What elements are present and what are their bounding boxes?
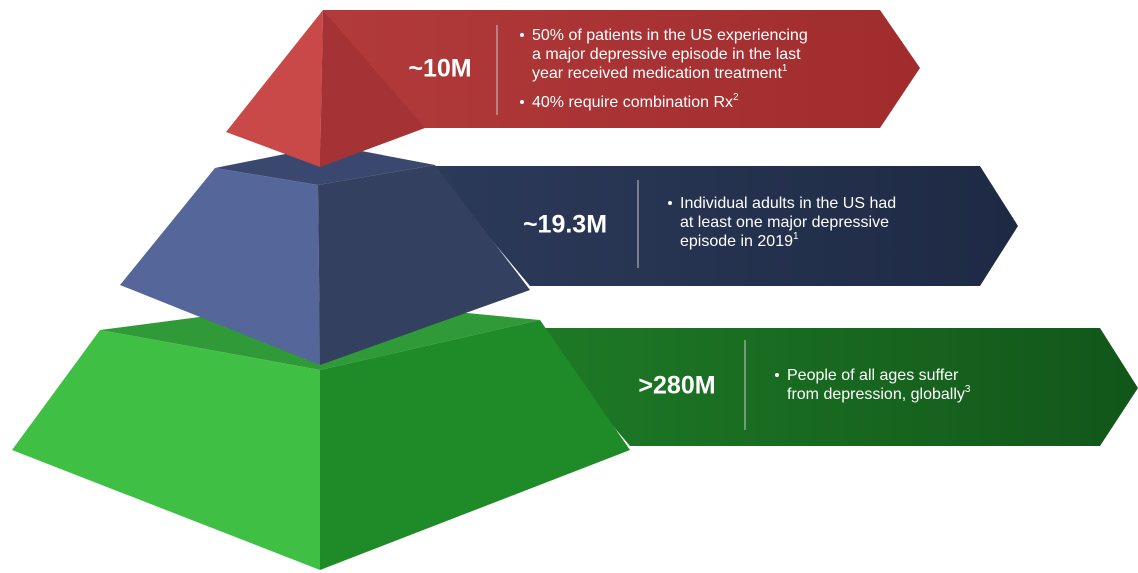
- tier-value: ~10M: [408, 55, 471, 83]
- bullet-dot: [520, 33, 524, 37]
- bullet-text: from depression, globally3: [787, 384, 971, 404]
- bullet-dot: [520, 100, 524, 104]
- bullet-line: from depression, globally: [787, 386, 965, 403]
- bullet-line: 50% of patients in the US experiencing: [532, 27, 808, 44]
- red-left: [226, 10, 323, 167]
- bullet-text: People of all ages suffer: [787, 367, 959, 384]
- bullet-text: 40% require combination Rx2: [532, 92, 739, 112]
- bullet-text: year received medication treatment1: [532, 63, 788, 83]
- bullet-text: episode in 20191: [680, 231, 799, 251]
- pyramid-infographic: ~10M 50% of patients in the US experienci…: [0, 0, 1138, 573]
- tier-value: >280M: [638, 372, 715, 400]
- bullet-line: episode in 2019: [680, 233, 793, 250]
- superscript: 3: [965, 384, 971, 395]
- bullet-text: a major depressive episode in the last: [532, 46, 801, 63]
- bullet-line: year received medication treatment: [532, 65, 782, 82]
- bullet-text: Individual adults in the US had: [680, 195, 896, 212]
- bullet-dot: [668, 201, 672, 205]
- superscript: 1: [793, 231, 799, 242]
- superscript: 1: [782, 63, 788, 74]
- bullet-line: at least one major depressive: [680, 214, 889, 231]
- bullet-text: 50% of patients in the US experiencing: [532, 27, 808, 44]
- green-left: [12, 330, 320, 570]
- tier-value: ~19.3M: [523, 211, 607, 239]
- bullet-text: at least one major depressive: [680, 214, 889, 231]
- bullet-line: Individual adults in the US had: [680, 195, 896, 212]
- bullet-line: a major depressive episode in the last: [532, 46, 801, 63]
- bullet-line: 40% require combination Rx: [532, 94, 733, 111]
- superscript: 2: [733, 92, 739, 103]
- bullet-line: People of all ages suffer: [787, 367, 959, 384]
- bullet-dot: [775, 373, 779, 377]
